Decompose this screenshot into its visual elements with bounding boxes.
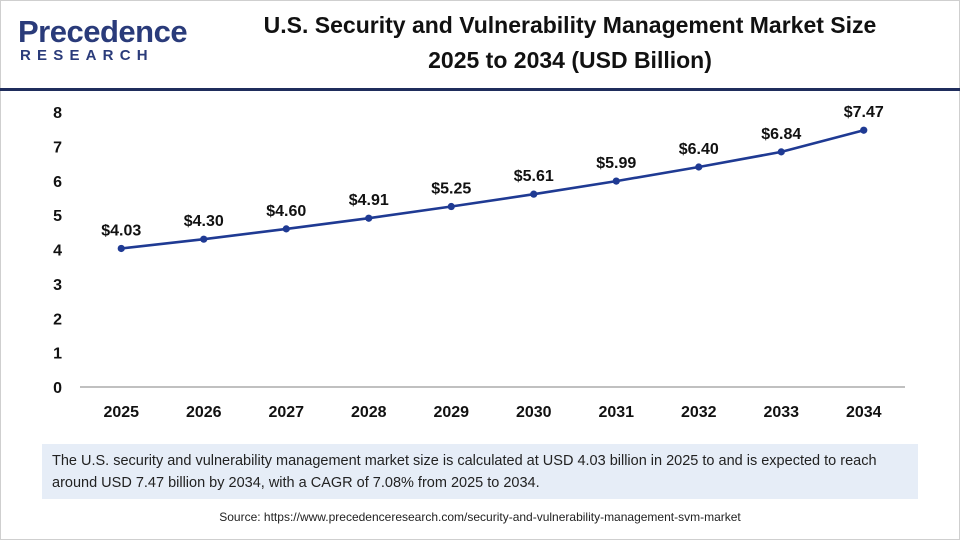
data-label: $4.03 (101, 222, 141, 239)
header: Precedence RESEARCH U.S. Security and Vu… (0, 0, 960, 88)
data-point (365, 214, 373, 222)
data-label: $4.60 (266, 203, 306, 220)
header-divider (0, 88, 960, 91)
data-label: $4.91 (349, 192, 389, 209)
chart-title-line-2: 2025 to 2034 (USD Billion) (428, 47, 712, 73)
y-tick-label: 5 (53, 208, 62, 225)
logo-subtitle: RESEARCH (20, 47, 154, 64)
data-label: $6.84 (761, 126, 801, 143)
chart-title-line-1: U.S. Security and Vulnerability Manageme… (263, 12, 877, 38)
logo-wordmark: Precedence (18, 14, 188, 49)
data-label: $7.47 (844, 104, 884, 121)
x-tick-label: 2032 (681, 404, 717, 421)
x-tick-label: 2025 (103, 404, 139, 421)
data-label: $6.40 (679, 141, 719, 158)
summary-note-text: The U.S. security and vulnerability mana… (52, 453, 877, 491)
data-point (860, 126, 868, 134)
y-tick-label: 1 (53, 346, 62, 363)
data-point (612, 177, 620, 185)
y-tick-label: 0 (53, 380, 62, 397)
summary-note: The U.S. security and vulnerability mana… (42, 444, 918, 499)
chart-title: U.S. Security and Vulnerability Manageme… (200, 8, 940, 78)
y-tick-label: 4 (53, 243, 62, 260)
data-point (777, 148, 785, 156)
y-tick-label: 3 (53, 277, 62, 294)
data-label: $5.25 (431, 181, 471, 198)
y-tick-label: 2 (53, 311, 62, 328)
data-point (200, 235, 208, 243)
x-tick-label: 2026 (186, 404, 222, 421)
x-tick-label: 2028 (351, 404, 387, 421)
x-tick-label: 2029 (433, 404, 469, 421)
series-line (121, 128, 865, 250)
data-label: $5.99 (596, 155, 636, 172)
x-tick-label: 2034 (846, 404, 882, 421)
x-tick-label: 2031 (598, 404, 634, 421)
x-tick-label: 2033 (763, 404, 799, 421)
data-point (530, 190, 538, 198)
y-tick-label: 7 (53, 139, 62, 156)
brand-logo: Precedence RESEARCH (18, 14, 188, 66)
source-citation: Source: https://www.precedenceresearch.c… (0, 510, 960, 524)
data-point (695, 163, 703, 171)
data-point (282, 225, 290, 233)
x-tick-label: 2027 (268, 404, 304, 421)
data-label: $4.30 (184, 213, 224, 230)
y-tick-label: 6 (53, 174, 62, 191)
data-point (447, 202, 455, 211)
data-label: $5.61 (514, 168, 554, 185)
data-point (117, 244, 125, 253)
source-label: Source: (219, 510, 261, 524)
x-tick-label: 2030 (516, 404, 552, 421)
line-chart: 0 1 2 3 4 5 6 7 8 2025 2026 2027 2028 2029 2030 2031 203… (53, 104, 905, 421)
y-tick-label: 8 (53, 105, 62, 122)
source-url[interactable]: https://www.precedenceresearch.com/secur… (263, 510, 741, 524)
